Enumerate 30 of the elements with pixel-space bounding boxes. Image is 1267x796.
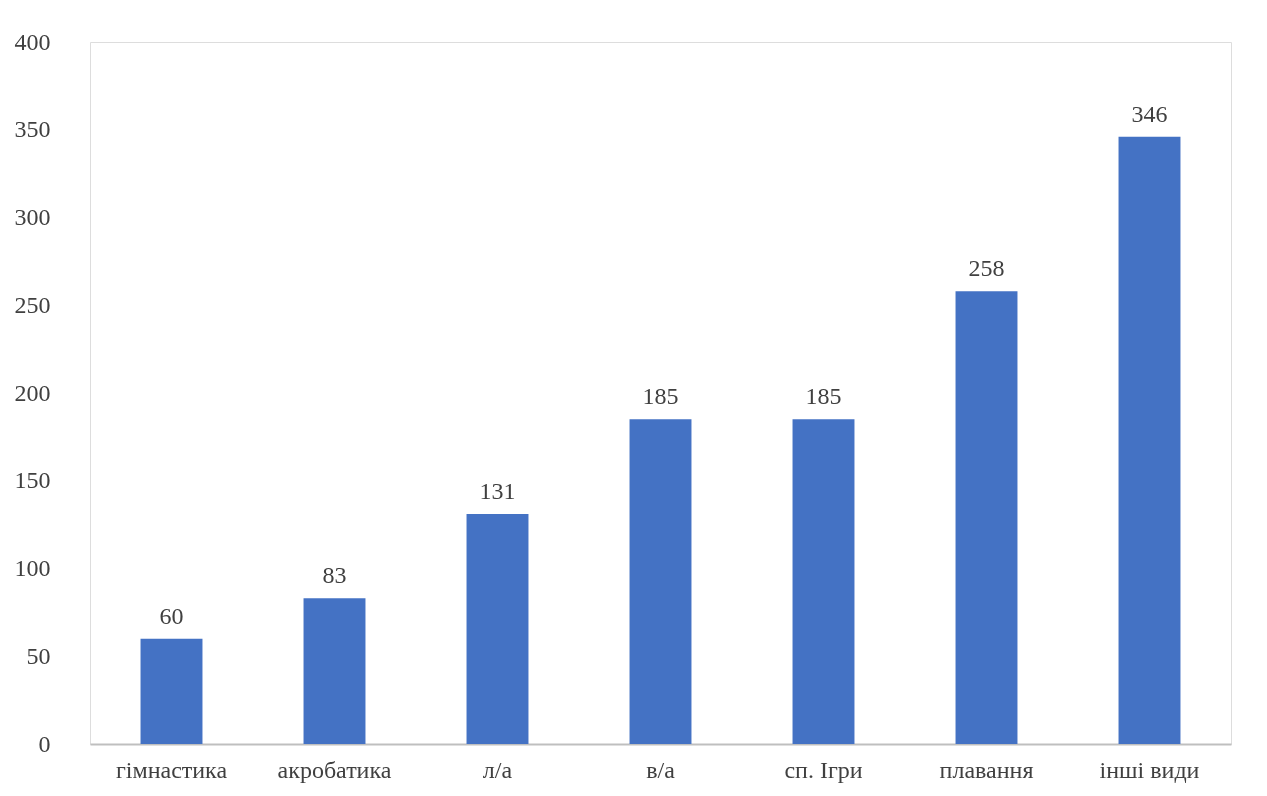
data-label: 83 — [322, 562, 347, 589]
y-tick-label: 400 — [14, 28, 51, 55]
y-tick-label: 250 — [14, 291, 51, 318]
x-tick-label: л/а — [482, 756, 513, 783]
x-tick-label: гімнастика — [115, 756, 228, 783]
y-tick-label: 350 — [14, 116, 51, 143]
y-tick-label: 150 — [14, 467, 51, 494]
bar — [466, 514, 529, 744]
bar — [140, 638, 203, 744]
y-tick-label: 0 — [38, 730, 51, 757]
bar — [1118, 136, 1181, 744]
data-label: 60 — [159, 602, 184, 629]
bar — [792, 419, 855, 744]
data-label: 258 — [968, 255, 1005, 282]
data-label: 131 — [479, 478, 516, 505]
x-tick-label: сп. Ігри — [784, 756, 863, 783]
bar — [955, 291, 1018, 744]
y-tick-label: 300 — [14, 204, 51, 230]
x-tick-label: в/а — [646, 756, 676, 783]
y-tick-label: 50 — [26, 642, 51, 669]
y-tick-label: 200 — [14, 379, 51, 406]
x-tick-label: плавання — [939, 756, 1034, 783]
data-label: 346 — [1131, 100, 1168, 127]
x-tick-label: інші види — [1099, 756, 1200, 783]
y-tick-label: 100 — [14, 555, 51, 581]
data-label: 185 — [642, 383, 679, 410]
bar — [303, 598, 366, 744]
data-label: 185 — [805, 383, 842, 410]
x-tick-label: акробатика — [277, 756, 392, 783]
bar — [629, 419, 692, 744]
